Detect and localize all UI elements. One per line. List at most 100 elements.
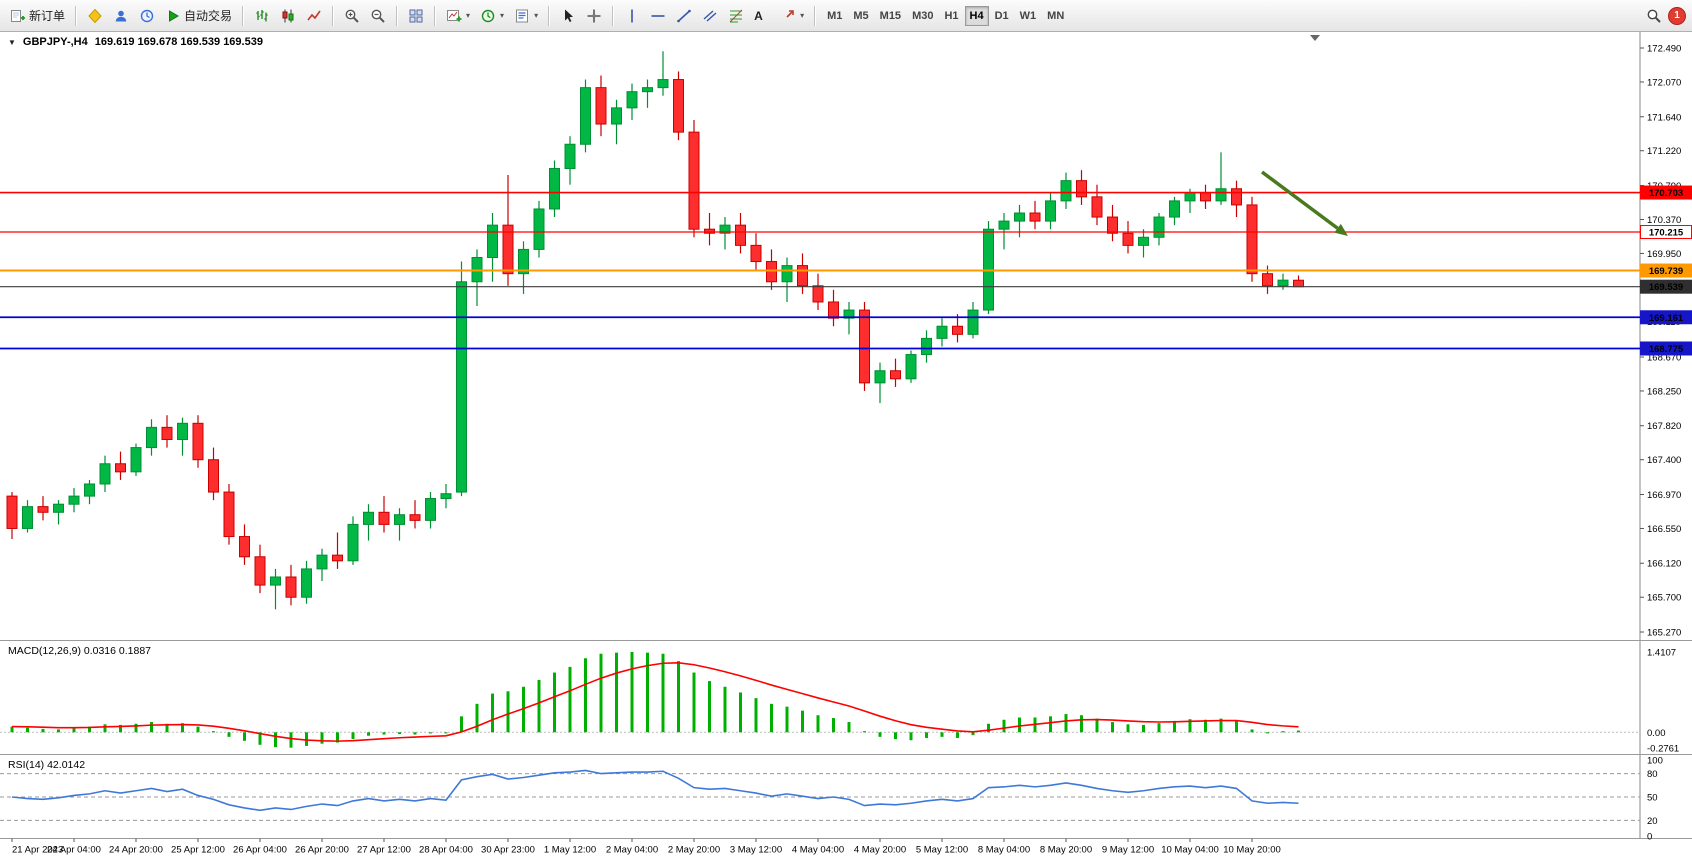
chart-shift-marker[interactable] [1310, 35, 1320, 41]
candle-body [518, 248, 529, 275]
candle-body [1091, 196, 1103, 218]
cursor-button[interactable] [556, 4, 580, 28]
time-axis-label: 2 May 04:00 [606, 845, 658, 856]
trendline-icon [677, 9, 691, 22]
candle-body [611, 107, 622, 125]
candle-body [223, 491, 235, 538]
crosshair-button[interactable] [582, 4, 606, 28]
candlestick-chart-button[interactable] [276, 4, 300, 28]
candle-body [22, 506, 33, 529]
new-order-button[interactable]: 新订单 [6, 4, 69, 28]
bar-chart-icon [256, 9, 268, 21]
periods-icon [481, 9, 495, 22]
profile-button[interactable] [109, 4, 133, 28]
time-axis-label: 3 May 12:00 [730, 845, 782, 856]
candle-body [1262, 273, 1273, 287]
candle-body [53, 503, 64, 513]
candle-body [285, 576, 297, 598]
text-button[interactable]: A [750, 4, 774, 28]
candle-body [440, 493, 452, 500]
candles [6, 51, 1304, 610]
trendline-button[interactable] [672, 4, 696, 28]
chart-area[interactable]: 172.490172.070171.640171.220170.790170.3… [0, 32, 1692, 861]
history-center-button[interactable] [135, 4, 159, 28]
candle-body [1138, 236, 1149, 246]
candle-body [1153, 216, 1165, 238]
price-tick-label: 167.820 [1647, 421, 1681, 432]
candle-body [1029, 212, 1041, 222]
one-click-trading-toggle[interactable]: ▼ [8, 37, 16, 47]
candle-body [1184, 192, 1196, 202]
rsi-axis-label: 100 [1647, 756, 1663, 767]
timeframe-toolbar: M1 M5 M15 M30 H1 H4 D1 W1 MN [822, 5, 1069, 26]
vertical-line-icon [631, 9, 633, 22]
zoom-in-icon [345, 9, 359, 23]
candle-body [130, 447, 142, 473]
timeframe-W1[interactable]: W1 [1015, 6, 1042, 26]
rsi-axis-label: 50 [1647, 793, 1658, 804]
trend-arrow-annotation[interactable] [1260, 170, 1348, 236]
macd-indicator-label: MACD(12,26,9) 0.0316 0.1887 [8, 645, 152, 657]
tile-windows-button[interactable] [404, 4, 428, 28]
candle-body [239, 536, 250, 558]
indicators-button[interactable]: ▾ [442, 4, 474, 28]
candle-body [301, 568, 312, 598]
bar-chart-button[interactable] [250, 4, 274, 28]
candle-body [84, 483, 95, 497]
price-tick-label: 167.400 [1647, 455, 1681, 466]
candle-body [626, 91, 638, 109]
time-axis-label: 25 Apr 12:00 [171, 845, 225, 856]
periods-button[interactable]: ▾ [476, 4, 508, 28]
auto-trading-button[interactable]: 自动交易 [161, 4, 236, 28]
candle-body [456, 281, 467, 493]
timeframe-H4[interactable]: H4 [964, 5, 989, 26]
timeframe-M30[interactable]: M30 [907, 6, 938, 26]
channel-button[interactable] [698, 4, 722, 28]
timeframe-M15[interactable]: M15 [875, 6, 906, 26]
line-chart-button[interactable] [302, 4, 326, 28]
metaeditor-button[interactable] [83, 4, 107, 28]
new-order-icon [11, 9, 25, 22]
price-level-badge-label: 168.775 [1649, 344, 1684, 355]
candle-body [688, 131, 700, 230]
fibonacci-button[interactable] [724, 4, 748, 28]
rsi-axis-label: 0 [1647, 832, 1652, 843]
templates-button[interactable]: ▾ [510, 4, 542, 28]
macd-histogram [10, 652, 1300, 748]
timeframe-H1[interactable]: H1 [939, 6, 963, 26]
notification-badge[interactable]: 1 [1668, 6, 1686, 25]
toolbar-separator [332, 5, 335, 26]
candle-body [68, 495, 80, 505]
timeframe-M1[interactable]: M1 [822, 6, 847, 26]
auto-trading-icon [169, 9, 180, 22]
search-button[interactable] [1642, 4, 1666, 28]
candle-body [890, 370, 901, 380]
time-axis-label: 4 May 04:00 [792, 845, 844, 856]
zoom-out-button[interactable] [366, 4, 390, 28]
time-axis-label: 21 Apr 2023 [12, 845, 63, 856]
horizontal-line-button[interactable] [646, 4, 670, 28]
arrows-button[interactable]: ▾ [776, 4, 808, 28]
candle-body [409, 514, 421, 521]
time-axis-label: 28 Apr 04:00 [419, 845, 473, 856]
zoom-out-icon [371, 9, 385, 23]
candle-body [859, 309, 870, 384]
candle-body [1231, 188, 1242, 206]
time-axis-label: 24 Apr 20:00 [109, 845, 163, 856]
price-tick-label: 169.950 [1647, 249, 1681, 260]
time-axis-label: 26 Apr 20:00 [295, 845, 349, 856]
candle-body [735, 224, 746, 246]
rsi-line [11, 769, 1299, 812]
candle-body [750, 244, 762, 263]
candle-body [812, 285, 824, 303]
zoom-in-button[interactable] [340, 4, 364, 28]
timeframe-MN[interactable]: MN [1042, 6, 1069, 26]
price-tick-label: 172.070 [1647, 77, 1681, 88]
candle-body [533, 208, 545, 250]
new-order-label: 新订单 [29, 9, 66, 23]
price-tick-label: 166.120 [1647, 559, 1681, 570]
timeframe-M5[interactable]: M5 [848, 6, 873, 26]
timeframe-D1[interactable]: D1 [990, 6, 1014, 26]
vertical-line-button[interactable] [620, 4, 644, 28]
